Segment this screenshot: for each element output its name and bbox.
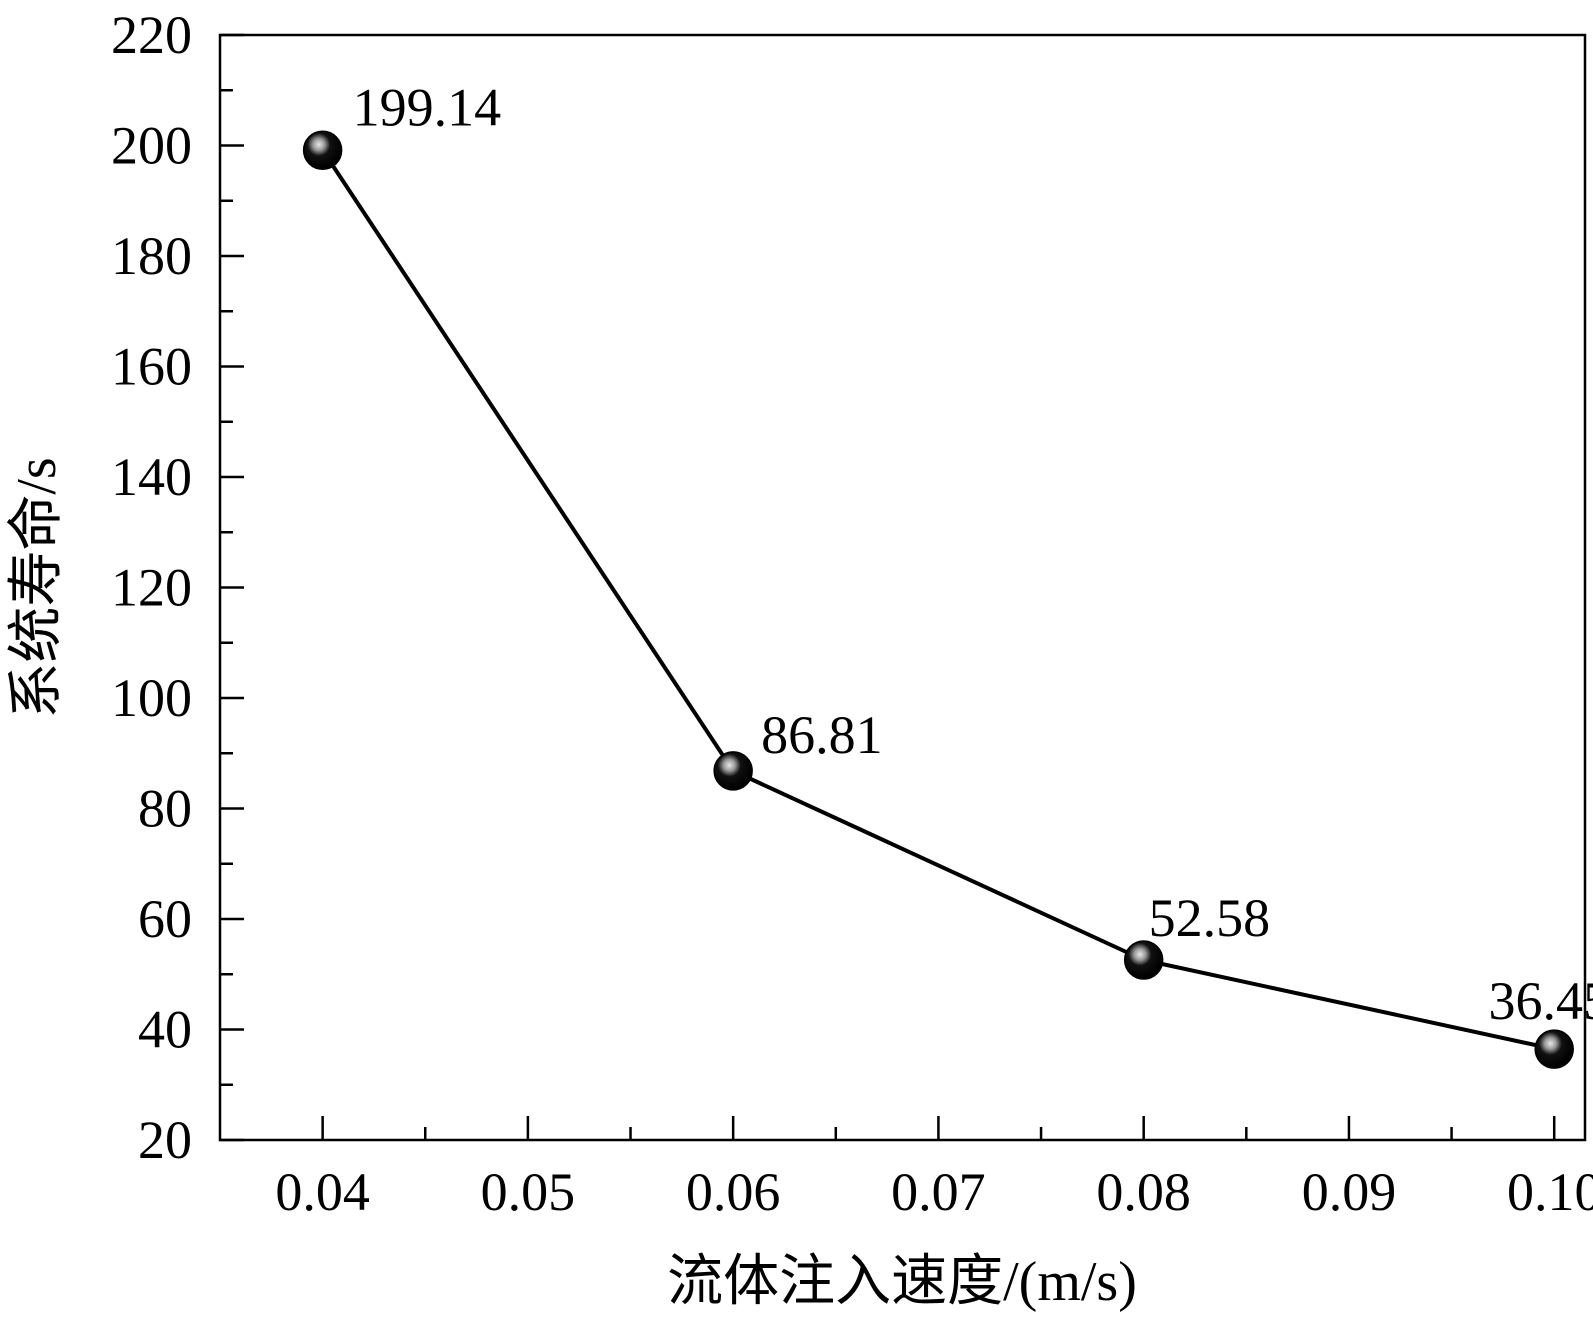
data-value-label: 86.81 <box>761 705 883 765</box>
y-tick-label: 140 <box>111 447 192 507</box>
x-axis-title: 流体注入速度/(m/s) <box>667 1251 1137 1313</box>
plot-frame <box>218 33 1587 1142</box>
x-tick-label: 0.07 <box>891 1162 986 1222</box>
data-value-label: 36.45 <box>1488 971 1593 1031</box>
series-line <box>320 149 1555 1052</box>
data-point-marker <box>302 130 343 171</box>
tick-labels: 0.04 0.05 0.06 0.07 0.08 0.09 0.10 20 40 60 80 100 1… <box>111 5 1593 1222</box>
data-value-label: 199.14 <box>353 77 502 137</box>
y-tick-label: 220 <box>111 5 192 65</box>
data-labels: 199.14 86.81 52.58 36.45 <box>353 77 1593 1031</box>
y-tick-label: 180 <box>111 226 192 286</box>
x-tick-label: 0.04 <box>275 1162 370 1222</box>
y-tick-label: 40 <box>138 1000 192 1060</box>
y-tick-label: 160 <box>111 337 192 397</box>
y-tick-label: 120 <box>111 558 192 618</box>
y-tick-label: 80 <box>138 779 192 839</box>
x-tick-label: 0.10 <box>1507 1162 1593 1222</box>
axis-ticks <box>220 33 1556 1142</box>
data-value-label: 52.58 <box>1149 888 1271 948</box>
y-axis-title: 系统寿命/s <box>6 457 68 718</box>
y-tick-label: 60 <box>138 889 192 949</box>
x-tick-label: 0.09 <box>1302 1162 1397 1222</box>
y-tick-label: 200 <box>111 116 192 176</box>
x-tick-label: 0.08 <box>1096 1162 1191 1222</box>
data-point-marker <box>1534 1029 1574 1069</box>
data-point-marker <box>713 751 753 791</box>
y-tick-label: 100 <box>111 668 192 728</box>
y-tick-label: 20 <box>138 1110 192 1170</box>
data-markers <box>302 130 1574 1069</box>
x-tick-label: 0.05 <box>481 1162 576 1222</box>
x-tick-label: 0.06 <box>686 1162 781 1222</box>
data-point-marker <box>1123 940 1164 980</box>
